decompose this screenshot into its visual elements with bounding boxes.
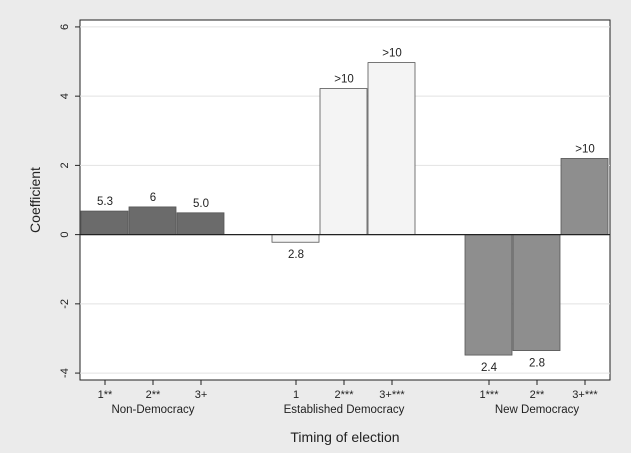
bar (560, 158, 609, 236)
bar (464, 234, 513, 356)
y-tick-label: -2 (59, 299, 71, 309)
y-tick-label: 4 (59, 93, 71, 99)
bar-value-label: 5.0 (193, 198, 209, 210)
y-tick-label: -4 (59, 368, 71, 378)
y-tick-label: 2 (59, 162, 71, 168)
bar-value-label: 6 (150, 192, 156, 204)
x-tick-label: 1*** (480, 389, 500, 401)
bar (271, 234, 320, 243)
bar (319, 88, 368, 236)
bar (367, 62, 416, 236)
bar (80, 210, 129, 236)
x-tick-label: 1 (293, 389, 299, 401)
bar-value-label: 2.4 (481, 362, 498, 374)
x-tick-label: 2** (146, 389, 161, 401)
x-tick-label: 3+ (195, 389, 208, 401)
group-label: Non-Democracy (111, 404, 194, 416)
bar-labels: 5.3 6 5.0 2.8 >10 >10 2.4 2.8 >10 (97, 48, 595, 375)
y-axis-title: Coefficient (27, 167, 43, 233)
x-tick-label: 2*** (335, 389, 355, 401)
axes: -4 -2 0 2 4 6 1** 2** 3+Non-Democracy 1 2*** 3+*** E… (59, 24, 598, 416)
y-tick-label: 0 (59, 232, 71, 238)
bar-value-label: 5.3 (97, 196, 113, 208)
x-tick-label: 1** (98, 389, 113, 401)
bar (512, 234, 561, 351)
y-tick-label: 6 (59, 24, 71, 30)
x-tick-label: 3+*** (572, 389, 598, 401)
bar-value-label: 2.8 (529, 358, 545, 370)
bar (128, 206, 177, 236)
bar-value-label: >10 (334, 74, 354, 86)
bar-value-label: >10 (382, 48, 402, 60)
group-label: Established Democracy (284, 404, 405, 416)
bar-value-label: >10 (575, 143, 595, 155)
x-tick-label: 2** (530, 389, 545, 401)
x-tick-label: 3+*** (379, 389, 405, 401)
bar-value-label: 2.8 (288, 249, 304, 261)
bars (80, 62, 609, 356)
x-axis-title: Timing of election (290, 429, 399, 445)
bar (176, 212, 225, 236)
group-label: New Democracy (495, 404, 580, 416)
